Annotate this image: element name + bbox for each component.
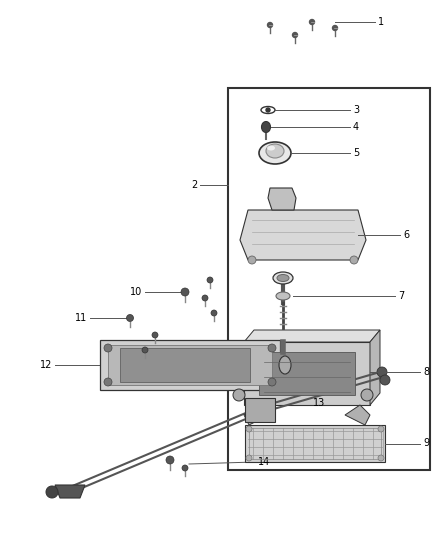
Circle shape <box>152 332 158 338</box>
Circle shape <box>202 295 208 301</box>
Ellipse shape <box>277 274 289 281</box>
Circle shape <box>268 344 276 352</box>
Text: 6: 6 <box>403 230 409 240</box>
Bar <box>100 340 280 390</box>
Circle shape <box>104 378 112 386</box>
Text: 8: 8 <box>423 367 429 377</box>
Polygon shape <box>240 210 366 260</box>
Ellipse shape <box>261 122 271 133</box>
Bar <box>244 342 370 405</box>
Circle shape <box>377 367 387 377</box>
Bar <box>249 428 381 459</box>
Text: 7: 7 <box>398 291 404 301</box>
Text: 11: 11 <box>75 313 87 323</box>
Polygon shape <box>244 330 380 342</box>
Ellipse shape <box>276 292 290 300</box>
Circle shape <box>211 310 217 316</box>
Circle shape <box>104 344 112 352</box>
Circle shape <box>361 389 373 401</box>
Circle shape <box>332 26 338 30</box>
Text: 1: 1 <box>378 17 384 27</box>
Text: 9: 9 <box>423 439 429 448</box>
Circle shape <box>266 108 270 112</box>
Text: 13: 13 <box>313 398 325 408</box>
Bar <box>228 88 430 470</box>
Ellipse shape <box>267 146 275 150</box>
Ellipse shape <box>259 142 291 164</box>
Circle shape <box>310 20 314 25</box>
Circle shape <box>246 426 252 432</box>
Bar <box>245 425 385 462</box>
Circle shape <box>207 277 213 283</box>
Bar <box>108 345 272 385</box>
Circle shape <box>127 314 134 321</box>
Circle shape <box>350 256 358 264</box>
Circle shape <box>182 465 188 471</box>
Ellipse shape <box>279 356 291 374</box>
Circle shape <box>378 426 384 432</box>
Circle shape <box>46 486 58 498</box>
Text: 12: 12 <box>39 360 52 370</box>
Ellipse shape <box>266 144 284 158</box>
Circle shape <box>246 455 252 461</box>
Circle shape <box>293 33 297 37</box>
Polygon shape <box>370 330 380 405</box>
Circle shape <box>166 456 174 464</box>
Polygon shape <box>244 405 269 425</box>
Circle shape <box>378 455 384 461</box>
Text: 2: 2 <box>191 180 197 190</box>
Text: 10: 10 <box>130 287 142 297</box>
Polygon shape <box>345 405 370 425</box>
Ellipse shape <box>273 272 293 284</box>
Circle shape <box>142 347 148 353</box>
Circle shape <box>248 256 256 264</box>
Polygon shape <box>268 188 296 210</box>
Text: 4: 4 <box>353 122 359 132</box>
Circle shape <box>233 389 245 401</box>
Text: 14: 14 <box>258 457 270 467</box>
Circle shape <box>380 375 390 385</box>
Bar <box>245 398 275 422</box>
Polygon shape <box>55 485 85 498</box>
Circle shape <box>268 378 276 386</box>
Bar <box>120 348 250 382</box>
Text: 3: 3 <box>353 105 359 115</box>
Circle shape <box>268 22 272 28</box>
Bar <box>259 352 355 395</box>
Circle shape <box>181 288 189 296</box>
Text: 5: 5 <box>353 148 359 158</box>
